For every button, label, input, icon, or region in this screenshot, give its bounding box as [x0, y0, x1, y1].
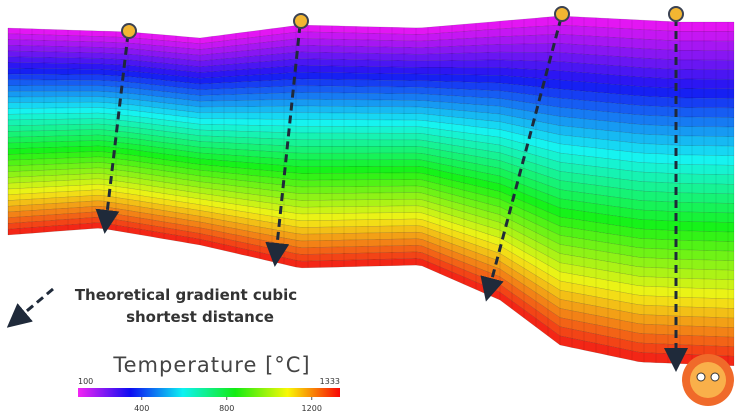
arrows	[6, 17, 688, 372]
colorbar-min: 100	[78, 377, 93, 386]
colorbar-max: 1333	[320, 377, 340, 386]
annotation: Theoretical gradient cubic	[75, 286, 297, 304]
wells	[121, 6, 684, 39]
colorbar-ticks: 100 1333 400 800 1200	[78, 377, 340, 413]
colorbar-tick-label: 800	[219, 404, 234, 413]
annotation: shortest distance	[126, 308, 274, 326]
mascot	[682, 354, 734, 406]
colorbar	[78, 388, 340, 397]
colorbar-tick-label: 400	[134, 404, 149, 413]
temperature-model	[7, 15, 735, 367]
legend-title: Temperature [°C]	[112, 353, 310, 377]
colorbar-tick-label: 1200	[302, 404, 322, 413]
isotherm-band	[7, 222, 735, 367]
